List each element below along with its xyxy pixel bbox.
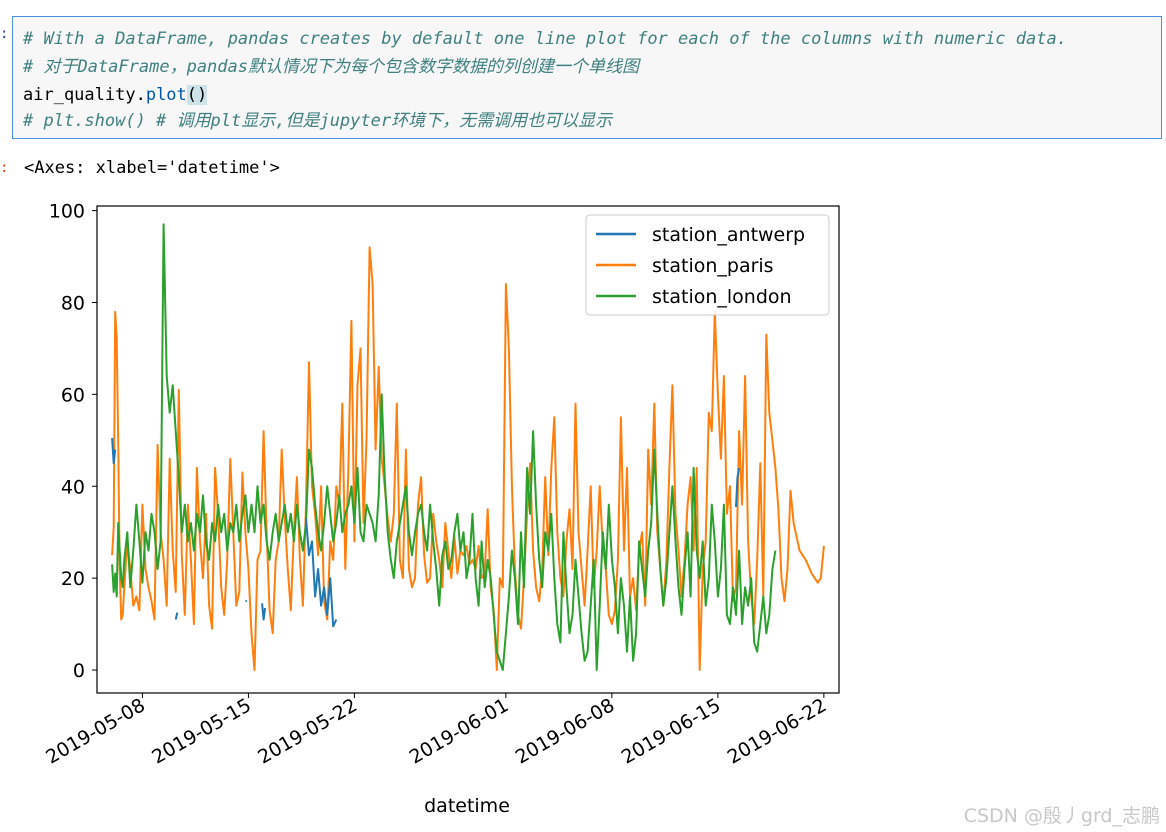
x-tick-label: 2019-06-22 xyxy=(724,694,831,768)
watermark: CSDN @殷丿grd_志鹏 xyxy=(963,805,1160,827)
code-paren-highlight: () xyxy=(186,85,208,105)
code-comment-line-1: # With a DataFrame, pandas creates by de… xyxy=(23,29,1067,49)
y-tick-label: 20 xyxy=(61,568,85,590)
code-comment-line-2: # 对于DataFrame，pandas默认情况下为每个包含数字数据的列创建一个… xyxy=(23,57,639,77)
x-tick-label: 2019-05-22 xyxy=(254,694,361,768)
x-tick-label: 2019-05-08 xyxy=(42,694,149,768)
code-comment-line-3: # plt.show() # 调用plt显示,但是jupyter环境下，无需调用… xyxy=(23,111,613,131)
x-tick-label: 2019-05-15 xyxy=(148,694,255,768)
series-line-station_paris xyxy=(111,246,825,671)
x-tick-label: 2019-06-01 xyxy=(406,694,513,768)
series-line-station_antwerp-3 xyxy=(261,603,267,621)
legend-label-station_london: station_london xyxy=(652,286,792,308)
code-object: air_quality. xyxy=(23,85,146,105)
legend-box xyxy=(585,214,830,316)
line-plot: 0 20 40 60 80 100 2019-05-08 2019-05-15 2019-05-… xyxy=(42,201,840,817)
x-axis-label: datetime xyxy=(424,795,510,817)
plot-frame xyxy=(96,205,840,694)
series-line-station_antwerp-1 xyxy=(174,612,179,620)
code-cell[interactable]: # With a DataFrame, pandas creates by de… xyxy=(12,16,1162,139)
y-tick-label: 60 xyxy=(61,384,85,406)
series-group xyxy=(111,223,825,671)
series-line-station_antwerp-5 xyxy=(735,467,741,507)
legend-label-station_paris: station_paris xyxy=(652,255,774,277)
y-tick-label: 40 xyxy=(61,476,85,498)
series-line-station_london xyxy=(111,223,777,671)
series-line-station_antwerp-4 xyxy=(305,518,338,628)
legend-label-station_antwerp: station_antwerp xyxy=(652,224,805,246)
x-tick-label: 2019-06-15 xyxy=(618,694,725,768)
series-line-station_antwerp-0 xyxy=(111,437,117,465)
code-statement-line: air_quality.plot() xyxy=(23,82,208,108)
y-tick-label: 100 xyxy=(49,201,85,223)
output-repr-text: <Axes: xlabel='datetime'> xyxy=(24,158,280,178)
y-tick-label: 80 xyxy=(61,292,85,314)
x-tick-label: 2019-06-08 xyxy=(512,694,619,768)
cell-gutter-marker: : xyxy=(0,26,9,42)
code-function: plot xyxy=(145,85,187,105)
y-tick-label: 0 xyxy=(73,660,85,682)
output-gutter-marker: : xyxy=(0,160,9,176)
legend: station_antwerp station_paris station_lond… xyxy=(585,214,830,316)
